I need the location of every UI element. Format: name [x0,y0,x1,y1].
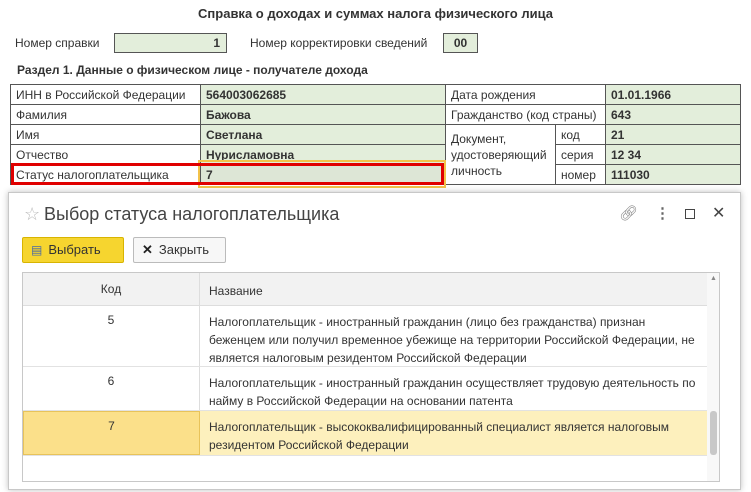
star-icon[interactable]: ☆ [24,204,41,224]
cert-number-label: Номер справки [15,36,100,50]
column-header-name[interactable]: Название [209,284,263,298]
x-icon: ✕ [142,242,153,257]
doc-code-label: код [555,124,606,145]
table-row-selected[interactable]: 7 Налогоплательщик - высококвалифицирова… [23,411,707,456]
close-button[interactable]: ✕ Закрыть [133,237,226,263]
birth-field[interactable]: 01.01.1966 [605,84,741,105]
close-button-label: Закрыть [158,242,209,257]
link-icon[interactable]: 🔗︎ [619,205,639,222]
select-list-icon: ▤ [31,243,43,257]
scroll-up-icon[interactable]: ▲ [710,275,717,282]
page-title: Справка о доходах и суммах налога физиче… [198,6,553,21]
cert-number-field[interactable]: 1 [114,33,227,53]
doc-series-field[interactable]: 12 34 [605,144,741,165]
doc-number-label: номер [555,164,606,185]
column-header-code[interactable]: Код [23,273,200,305]
row-name: Налогоплательщик - иностранный гражданин… [209,376,696,408]
patronymic-label: Отчество [10,144,201,165]
surname-field[interactable]: Бажова [200,104,446,125]
doc-series-label: серия [555,144,606,165]
citizenship-field[interactable]: 643 [605,104,741,125]
section-title: Раздел 1. Данные о физическом лице - пол… [17,63,368,77]
inn-label: ИНН в Российской Федерации [10,84,201,105]
select-button[interactable]: ▤ Выбрать [22,237,124,263]
doc-label: Документ, удостоверяющий личность [445,124,556,185]
more-icon[interactable]: ⋮ [655,205,670,222]
status-field-highlight [198,160,446,188]
citizenship-label: Гражданство (код страны) [445,104,606,125]
status-row-highlight [11,163,444,185]
name-field[interactable]: Светлана [200,124,446,145]
grid-header: Код Название [23,273,707,306]
row-code: 6 [23,367,200,410]
person-table: ИНН в Российской Федерации 564003062685 Да… [10,84,741,185]
correction-field[interactable]: 00 [443,33,478,53]
table-row[interactable]: 5 Налогоплательщик - иностранный граждан… [23,306,707,367]
birth-label: Дата рождения [445,84,606,105]
correction-label: Номер корректировки сведений [250,36,428,50]
scrollbar-thumb[interactable] [710,411,717,455]
name-label: Имя [10,124,201,145]
scrollbar[interactable]: ▲ [707,273,719,481]
doc-code-field[interactable]: 21 [605,124,741,145]
table-row[interactable]: 6 Налогоплательщик - иностранный граждан… [23,367,707,411]
maximize-icon[interactable] [685,209,695,219]
row-name: Налогоплательщик - высококвалифицированн… [209,420,669,452]
row-name: Налогоплательщик - иностранный гражданин… [209,315,695,365]
surname-label: Фамилия [10,104,201,125]
select-button-label: Выбрать [48,242,101,257]
patronymic-field[interactable]: Нурисламовна [200,144,446,165]
inn-field[interactable]: 564003062685 [200,84,446,105]
row-code: 5 [23,306,200,366]
status-grid: Код Название 5 Налогоплательщик - иностр… [22,272,720,482]
doc-number-field[interactable]: 111030 [605,164,741,185]
close-icon[interactable]: ✕ [712,205,726,222]
row-code: 7 [23,411,200,455]
dialog-title: Выбор статуса налогоплательщика [44,204,340,224]
